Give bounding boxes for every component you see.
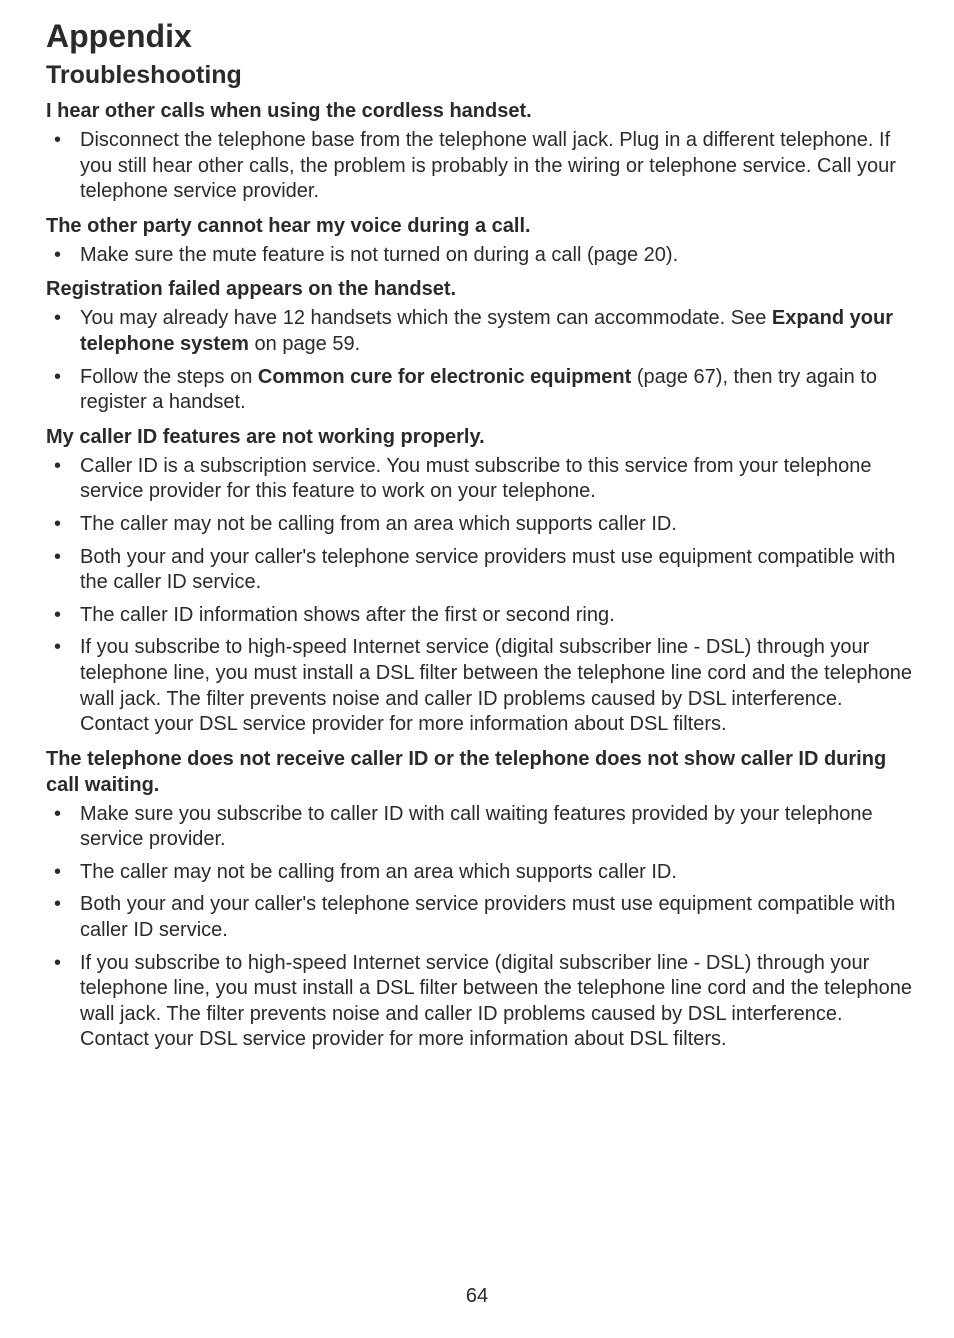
- text-run: on page 59.: [249, 333, 360, 355]
- list-item: Follow the steps on Common cure for elec…: [46, 365, 914, 416]
- bullet-list: Disconnect the telephone base from the t…: [46, 128, 914, 205]
- issue-heading: I hear other calls when using the cordle…: [46, 98, 914, 124]
- page-number: 64: [0, 1285, 954, 1308]
- list-item: Disconnect the telephone base from the t…: [46, 128, 914, 205]
- list-item: Both your and your caller's telephone se…: [46, 892, 914, 943]
- list-item: Make sure you subscribe to caller ID wit…: [46, 802, 914, 853]
- list-item: Both your and your caller's telephone se…: [46, 545, 914, 596]
- text-run: Follow the steps on: [80, 366, 258, 388]
- bullet-list: Make sure the mute feature is not turned…: [46, 243, 914, 269]
- list-item: The caller ID information shows after th…: [46, 603, 914, 629]
- bold-text: Common cure for electronic equipment: [258, 366, 631, 388]
- issue-heading: The telephone does not receive caller ID…: [46, 746, 914, 798]
- text-run: You may already have 12 handsets which t…: [80, 307, 772, 329]
- issue-heading: The other party cannot hear my voice dur…: [46, 213, 914, 239]
- bullet-list: You may already have 12 handsets which t…: [46, 306, 914, 415]
- list-item: Caller ID is a subscription service. You…: [46, 454, 914, 505]
- list-item: The caller may not be calling from an ar…: [46, 860, 914, 886]
- bullet-list: Make sure you subscribe to caller ID wit…: [46, 802, 914, 1053]
- issue-heading: Registration failed appears on the hands…: [46, 276, 914, 302]
- list-item: Make sure the mute feature is not turned…: [46, 243, 914, 269]
- section-title: Troubleshooting: [46, 61, 914, 90]
- list-item: If you subscribe to high-speed Internet …: [46, 635, 914, 737]
- issue-heading: My caller ID features are not working pr…: [46, 424, 914, 450]
- list-item: If you subscribe to high-speed Internet …: [46, 951, 914, 1053]
- bullet-list: Caller ID is a subscription service. You…: [46, 454, 914, 738]
- list-item: You may already have 12 handsets which t…: [46, 306, 914, 357]
- list-item: The caller may not be calling from an ar…: [46, 512, 914, 538]
- page-title: Appendix: [46, 18, 914, 55]
